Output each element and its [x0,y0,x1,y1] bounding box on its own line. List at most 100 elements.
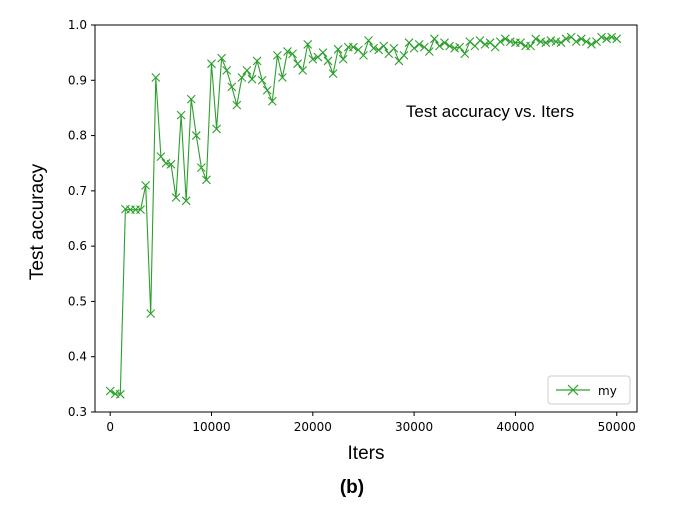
x-axis-ticks: 0 10000 20000 30000 40000 50000 [106,412,636,434]
data-point-marker [333,44,343,54]
data-point-marker [597,32,606,42]
data-point-marker [237,73,247,82]
plot-frame [94,24,638,413]
y-axis-ticks: 0.3 0.4 0.5 0.6 0.7 0.8 0.9 1.0 [68,18,95,419]
data-point-marker [379,41,389,51]
legend: my [547,375,631,405]
data-point-marker [247,74,257,84]
data-point-marker [278,73,287,82]
data-point-marker [323,56,333,66]
data-point-marker [293,59,303,69]
y-tick-label: 0.6 [68,239,87,253]
data-point-marker [389,43,399,53]
x-tick-label: 40000 [496,420,534,434]
data-point-marker [318,48,328,58]
data-point-marker [338,54,348,64]
x-tick-label: 20000 [294,420,332,434]
y-tick-label: 0.5 [68,294,87,308]
x-tick-label: 10000 [192,420,230,434]
data-point-marker [526,41,536,51]
data-point-marker [536,37,546,46]
y-axis-title: Test accuracy [27,163,48,280]
y-tick-label: 0.3 [68,405,87,419]
data-point-marker [298,65,308,75]
x-tick-label: 0 [106,420,114,434]
data-point-marker [612,34,622,44]
data-point-marker [359,51,368,60]
data-point-marker [115,389,125,399]
data-point-marker [607,32,617,42]
data-point-marker [576,34,586,44]
data-point-marker [399,51,409,60]
data-point-marker [500,34,510,44]
data-point-marker [232,100,242,110]
data-point-marker [181,196,191,206]
data-point-marker [303,39,313,49]
x-tick-label: 50000 [598,420,636,434]
data-point-marker [369,43,378,53]
x-axis-title: Iters [348,443,385,464]
data-point-marker [191,131,201,140]
data-point-marker [516,38,525,48]
data-point-marker [435,41,444,51]
y-tick-label: 0.9 [68,73,87,87]
data-point-marker [217,53,227,63]
data-point-marker [348,42,358,52]
data-point-marker [374,45,384,55]
data-point-marker [272,51,282,60]
data-point-marker [505,37,515,46]
data-point-marker [480,39,490,49]
data-point-marker [364,36,373,45]
data-point-marker [460,49,470,59]
data-point-marker [176,110,186,120]
data-point-marker [581,37,591,46]
data-point-marker [136,205,145,215]
data-point-marker [424,47,434,56]
data-point-marker [328,69,338,79]
data-point-marker [146,309,156,318]
data-point-marker [587,39,596,49]
data-point-marker [308,54,318,64]
data-point-marker [227,82,237,92]
data-point-marker [440,38,449,48]
x-tick-label: 30000 [395,420,433,434]
data-point-marker [156,152,166,161]
data-point-marker [450,43,460,53]
data-point-marker [151,73,161,82]
data-point-marker [556,38,566,48]
chart-annotation: Test accuracy vs. Iters [406,102,574,121]
data-point-marker [409,43,419,53]
data-point-marker [212,124,221,134]
y-tick-label: 0.7 [68,184,87,198]
data-point-marker [495,37,505,46]
data-point-marker [561,34,571,44]
data-point-marker [161,158,171,168]
data-point-marker [288,49,297,59]
data-point-marker [414,39,424,49]
legend-marker [567,384,579,396]
data-point-marker [242,65,252,75]
data-point-marker [541,38,551,48]
y-tick-label: 0.4 [68,350,87,364]
data-point-marker [252,56,262,66]
data-point-marker [429,34,439,44]
data-point-marker [551,37,561,46]
data-point-marker [262,85,272,95]
series-layer [105,32,622,399]
legend-label: my [598,384,617,398]
data-point-marker [222,65,232,75]
data-point-marker [141,180,151,190]
data-point-marker [207,59,216,69]
data-point-marker [602,34,611,44]
data-point-marker [571,37,581,46]
series-line-my [109,36,617,395]
data-point-marker [283,47,292,56]
data-point-marker [546,36,556,45]
data-point-marker [531,34,541,44]
figure-caption: (b) [340,477,364,498]
data-point-marker [186,94,196,104]
data-point-marker [171,193,181,202]
data-point-marker [445,41,454,51]
data-point-marker [475,36,485,45]
